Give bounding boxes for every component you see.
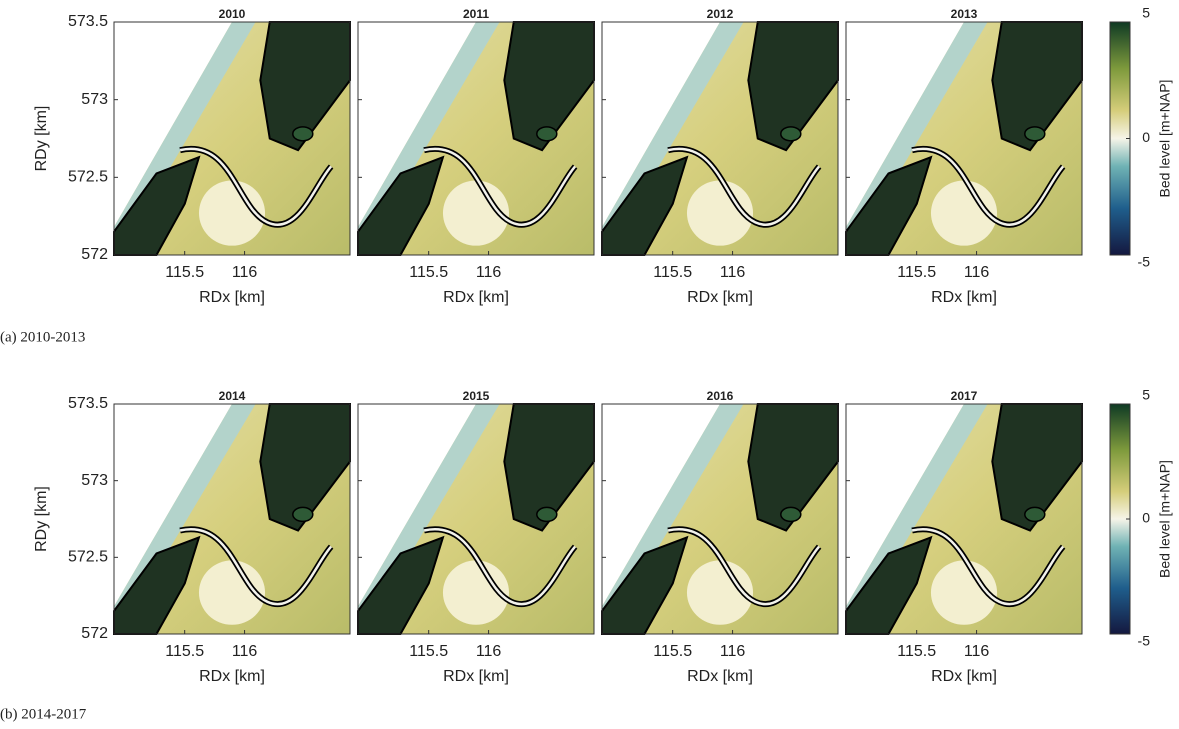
y-tick-label: 572 bbox=[81, 246, 108, 263]
y-tick-label: 572.5 bbox=[68, 549, 108, 566]
y-axis-label: RDy [km] bbox=[33, 486, 50, 552]
x-tick-label: 115.5 bbox=[897, 643, 936, 660]
map-panel bbox=[114, 404, 350, 634]
x-axis-label: RDx [km] bbox=[931, 289, 997, 306]
x-tick-label: 115.5 bbox=[165, 643, 204, 660]
y-tick-label: 573 bbox=[81, 472, 108, 489]
x-tick-label: 116 bbox=[476, 264, 502, 281]
panel-title: 2012 bbox=[707, 7, 734, 21]
islet bbox=[537, 127, 557, 141]
y-tick-label: 572 bbox=[81, 625, 108, 642]
map-panel bbox=[114, 22, 350, 255]
panel-title: 2013 bbox=[951, 7, 978, 21]
panel-title: 2016 bbox=[707, 389, 734, 403]
caption: (a) 2010-2013 bbox=[0, 329, 85, 345]
x-tick-label: 116 bbox=[964, 643, 990, 660]
x-tick-label: 116 bbox=[720, 264, 746, 281]
x-axis-label: RDx [km] bbox=[443, 289, 509, 306]
colorbar-tick-label: -5 bbox=[1138, 633, 1151, 649]
panel-title: 2011 bbox=[463, 7, 489, 21]
x-axis-label: RDx [km] bbox=[687, 289, 753, 306]
map-panel bbox=[358, 22, 594, 255]
map-panel bbox=[358, 404, 594, 634]
islet bbox=[1025, 507, 1045, 521]
panel-title: 2015 bbox=[463, 389, 490, 403]
islet bbox=[537, 507, 557, 521]
x-tick-label: 115.5 bbox=[653, 264, 692, 281]
colorbar-tick-label: 0 bbox=[1142, 129, 1150, 145]
x-tick-label: 115.5 bbox=[409, 643, 448, 660]
panel-title: 2010 bbox=[219, 7, 246, 21]
x-tick-label: 116 bbox=[232, 264, 258, 281]
islet bbox=[293, 507, 313, 521]
islet bbox=[781, 127, 801, 141]
panel-title: 2017 bbox=[951, 389, 978, 403]
map-panel bbox=[846, 22, 1082, 255]
x-tick-label: 116 bbox=[232, 643, 258, 660]
colorbar-label: Bed level [m+NAP] bbox=[1157, 80, 1173, 198]
y-tick-label: 572.5 bbox=[68, 169, 108, 186]
map-panel bbox=[846, 404, 1082, 634]
caption: (b) 2014-2017 bbox=[0, 706, 87, 722]
colorbar-tick-label: -5 bbox=[1138, 254, 1151, 270]
x-axis-label: RDx [km] bbox=[443, 668, 509, 685]
x-tick-label: 116 bbox=[476, 643, 502, 660]
y-axis-label: RDy [km] bbox=[33, 106, 50, 172]
x-tick-label: 115.5 bbox=[165, 264, 204, 281]
figure: 2010 115.5 116 572 572.5 573 573.5 RDx [km] 2011… bbox=[0, 0, 1179, 729]
y-tick-label: 573.5 bbox=[68, 395, 108, 412]
colorbar-tick-label: 5 bbox=[1142, 387, 1150, 403]
map-panel bbox=[602, 404, 838, 634]
x-axis-label: RDx [km] bbox=[199, 289, 265, 306]
x-axis-label: RDx [km] bbox=[687, 668, 753, 685]
y-tick-label: 573 bbox=[81, 91, 108, 108]
colorbar-tick-label: 0 bbox=[1142, 510, 1150, 526]
islet bbox=[293, 127, 313, 141]
x-tick-label: 115.5 bbox=[897, 264, 936, 281]
colorbar-label: Bed level [m+NAP] bbox=[1157, 460, 1173, 578]
islet bbox=[781, 507, 801, 521]
map-panel bbox=[602, 22, 838, 255]
x-tick-label: 115.5 bbox=[409, 264, 448, 281]
panel-title: 2014 bbox=[219, 389, 246, 403]
y-tick-label: 573.5 bbox=[68, 13, 108, 30]
x-axis-label: RDx [km] bbox=[199, 668, 265, 685]
x-tick-label: 116 bbox=[964, 264, 990, 281]
x-tick-label: 116 bbox=[720, 643, 746, 660]
colorbar-tick-label: 5 bbox=[1142, 5, 1150, 21]
x-tick-label: 115.5 bbox=[653, 643, 692, 660]
x-axis-label: RDx [km] bbox=[931, 668, 997, 685]
islet bbox=[1025, 127, 1045, 141]
